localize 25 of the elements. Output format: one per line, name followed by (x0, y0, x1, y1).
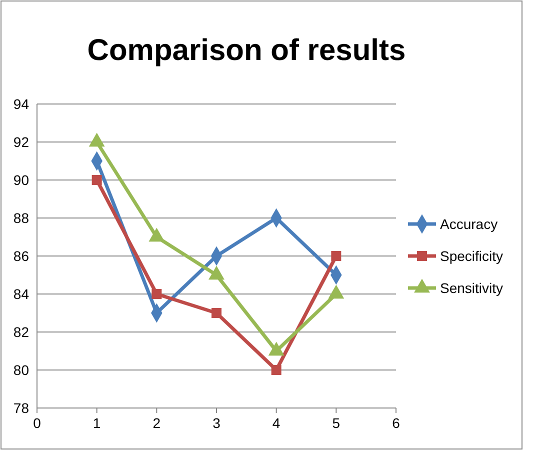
x-tick-label: 3 (212, 415, 221, 431)
x-tick-label: 0 (33, 415, 42, 431)
point (152, 289, 162, 299)
x-tick-label: 2 (152, 415, 161, 431)
legend-label: Accuracy (440, 216, 498, 232)
y-tick-label: 88 (13, 210, 30, 226)
y-tick-label: 80 (13, 362, 30, 378)
legend-label: Sensitivity (440, 280, 504, 296)
point (271, 365, 282, 375)
point (92, 175, 102, 185)
x-tick-label: 1 (92, 415, 101, 431)
point (212, 308, 222, 318)
y-tick-label: 82 (13, 324, 30, 340)
y-tick-label: 86 (13, 248, 30, 264)
y-tick-label: 90 (13, 172, 30, 188)
y-tick-label: 94 (13, 96, 30, 112)
y-tick-label: 84 (13, 286, 30, 302)
y-tick-label: 78 (13, 400, 30, 416)
point (331, 251, 342, 261)
x-tick-label: 5 (332, 415, 340, 431)
y-tick-label: 92 (13, 134, 30, 150)
x-tick-label: 6 (392, 415, 400, 431)
chart-title: Comparison of results (87, 34, 406, 67)
legend-label: Specificity (440, 248, 504, 264)
x-tick-label: 4 (272, 415, 280, 431)
